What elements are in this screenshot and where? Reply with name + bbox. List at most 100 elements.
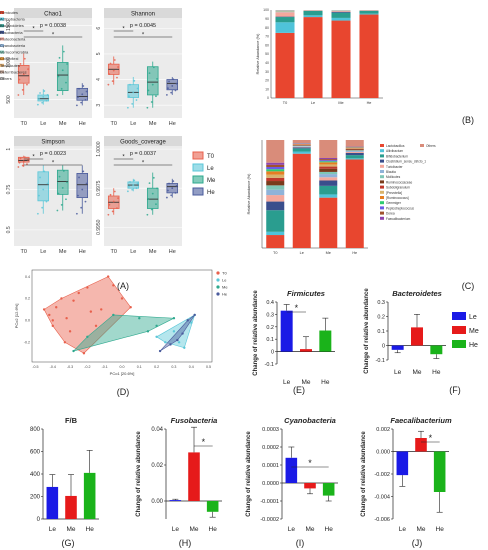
point-Le xyxy=(190,321,193,324)
x-tick-label: Me xyxy=(301,379,310,386)
y-tick-label: 0.3 xyxy=(266,312,274,318)
point-T0 xyxy=(89,310,93,313)
data-point xyxy=(170,91,173,94)
point-T0 xyxy=(112,284,115,287)
data-point xyxy=(167,189,169,192)
bar-segment xyxy=(345,151,364,153)
x-tick-label: -0.3 xyxy=(67,365,73,369)
data-point xyxy=(46,182,49,185)
x-tick-label: T0 xyxy=(21,249,27,255)
data-point xyxy=(171,85,174,87)
bar-segment xyxy=(266,164,285,167)
data-point xyxy=(168,182,170,185)
legend-swatch xyxy=(380,144,384,147)
bar-segment xyxy=(359,11,379,14)
p-value: p = 0.0023 xyxy=(40,151,66,157)
bar-segment xyxy=(345,147,364,149)
legend-swatch xyxy=(380,190,384,194)
data-point xyxy=(116,76,118,79)
data-point xyxy=(41,206,44,209)
y-tick-label: 0.3 xyxy=(377,300,385,306)
legend-swatch xyxy=(0,50,4,54)
point-T0 xyxy=(94,324,98,328)
point-T0 xyxy=(48,313,51,317)
data-point xyxy=(21,164,24,167)
x-tick-label: Le xyxy=(40,249,46,255)
data-point xyxy=(61,187,64,189)
data-point xyxy=(117,197,119,200)
y-tick-label: 0.002 xyxy=(376,427,390,433)
data-point xyxy=(56,94,59,96)
bar-segment xyxy=(292,146,311,148)
y-axis-label: Change of relative abundance xyxy=(246,431,252,517)
data-point xyxy=(107,83,110,86)
bar-legend: Le Me He xyxy=(452,312,479,349)
panel-letter-a: (A) xyxy=(117,281,129,291)
box-Le xyxy=(37,94,50,102)
bar-segment xyxy=(292,140,311,144)
data-point xyxy=(85,90,88,93)
bar-segment xyxy=(345,150,364,151)
y-tick-label: 80 xyxy=(265,26,269,30)
point-T0 xyxy=(129,306,132,309)
bar-segment xyxy=(319,158,338,160)
box-Le xyxy=(127,84,140,98)
data-point xyxy=(129,181,131,183)
data-point xyxy=(84,98,87,101)
bar-Le xyxy=(391,345,404,350)
point-Le xyxy=(172,330,176,333)
x-tick-label: T0 xyxy=(111,249,117,255)
x-tick-label: He xyxy=(79,249,86,255)
y-tick-label: -0.004 xyxy=(374,495,390,501)
facet-strip xyxy=(104,8,182,18)
data-point xyxy=(109,193,112,196)
data-point xyxy=(135,99,138,101)
y-axis-label: Relative Abundance (%) xyxy=(256,33,260,74)
legend-label: Lactobacillus xyxy=(386,144,405,148)
y-tick-label: 0.5 xyxy=(6,226,12,233)
y-tick-label: -0.0001 xyxy=(260,499,279,505)
data-point xyxy=(136,182,139,185)
data-point xyxy=(132,184,135,186)
y-tick-label: 0.0002 xyxy=(262,445,279,451)
data-point xyxy=(109,62,112,65)
data-point xyxy=(113,59,116,61)
y-tick-label: -0.2 xyxy=(24,340,30,344)
legend-swatch xyxy=(0,11,4,14)
point-Le xyxy=(155,335,158,339)
y-tick-label: 0.000 xyxy=(376,450,390,456)
legend-swatch xyxy=(0,37,4,41)
data-point xyxy=(128,95,130,98)
bar-segment xyxy=(319,197,338,248)
x-tick-label: 0.2 xyxy=(154,365,159,369)
y-tick-label: 4 xyxy=(96,78,102,81)
y-tick-label: 0.04 xyxy=(151,427,163,433)
data-point xyxy=(175,82,178,85)
data-point xyxy=(77,96,79,98)
y-tick-label: 400 xyxy=(30,472,41,478)
legend-swatch xyxy=(380,149,384,153)
box-Me xyxy=(56,169,69,195)
data-point xyxy=(17,166,20,168)
data-point xyxy=(135,187,138,190)
data-point xyxy=(57,192,60,195)
y-tick-label: 0.9975 xyxy=(96,180,102,196)
data-point xyxy=(19,63,22,65)
bar-segment xyxy=(266,140,285,163)
data-point xyxy=(132,91,135,94)
significance-star: * xyxy=(142,161,145,167)
data-point xyxy=(56,209,59,212)
legend-label: Clostridium_sensu_stricto_1 xyxy=(386,160,426,164)
data-point xyxy=(26,163,28,166)
data-point xyxy=(107,213,110,216)
x-tick-label: He xyxy=(169,249,176,255)
legend-label: T0 xyxy=(207,154,215,160)
point-Me xyxy=(112,313,115,317)
bar-segment xyxy=(319,166,338,169)
bar-segment xyxy=(345,140,364,147)
bar-segment xyxy=(319,180,338,186)
y-tick-label: 70 xyxy=(265,35,269,39)
x-tick-label: Me xyxy=(59,121,67,127)
point-T0 xyxy=(86,286,89,289)
